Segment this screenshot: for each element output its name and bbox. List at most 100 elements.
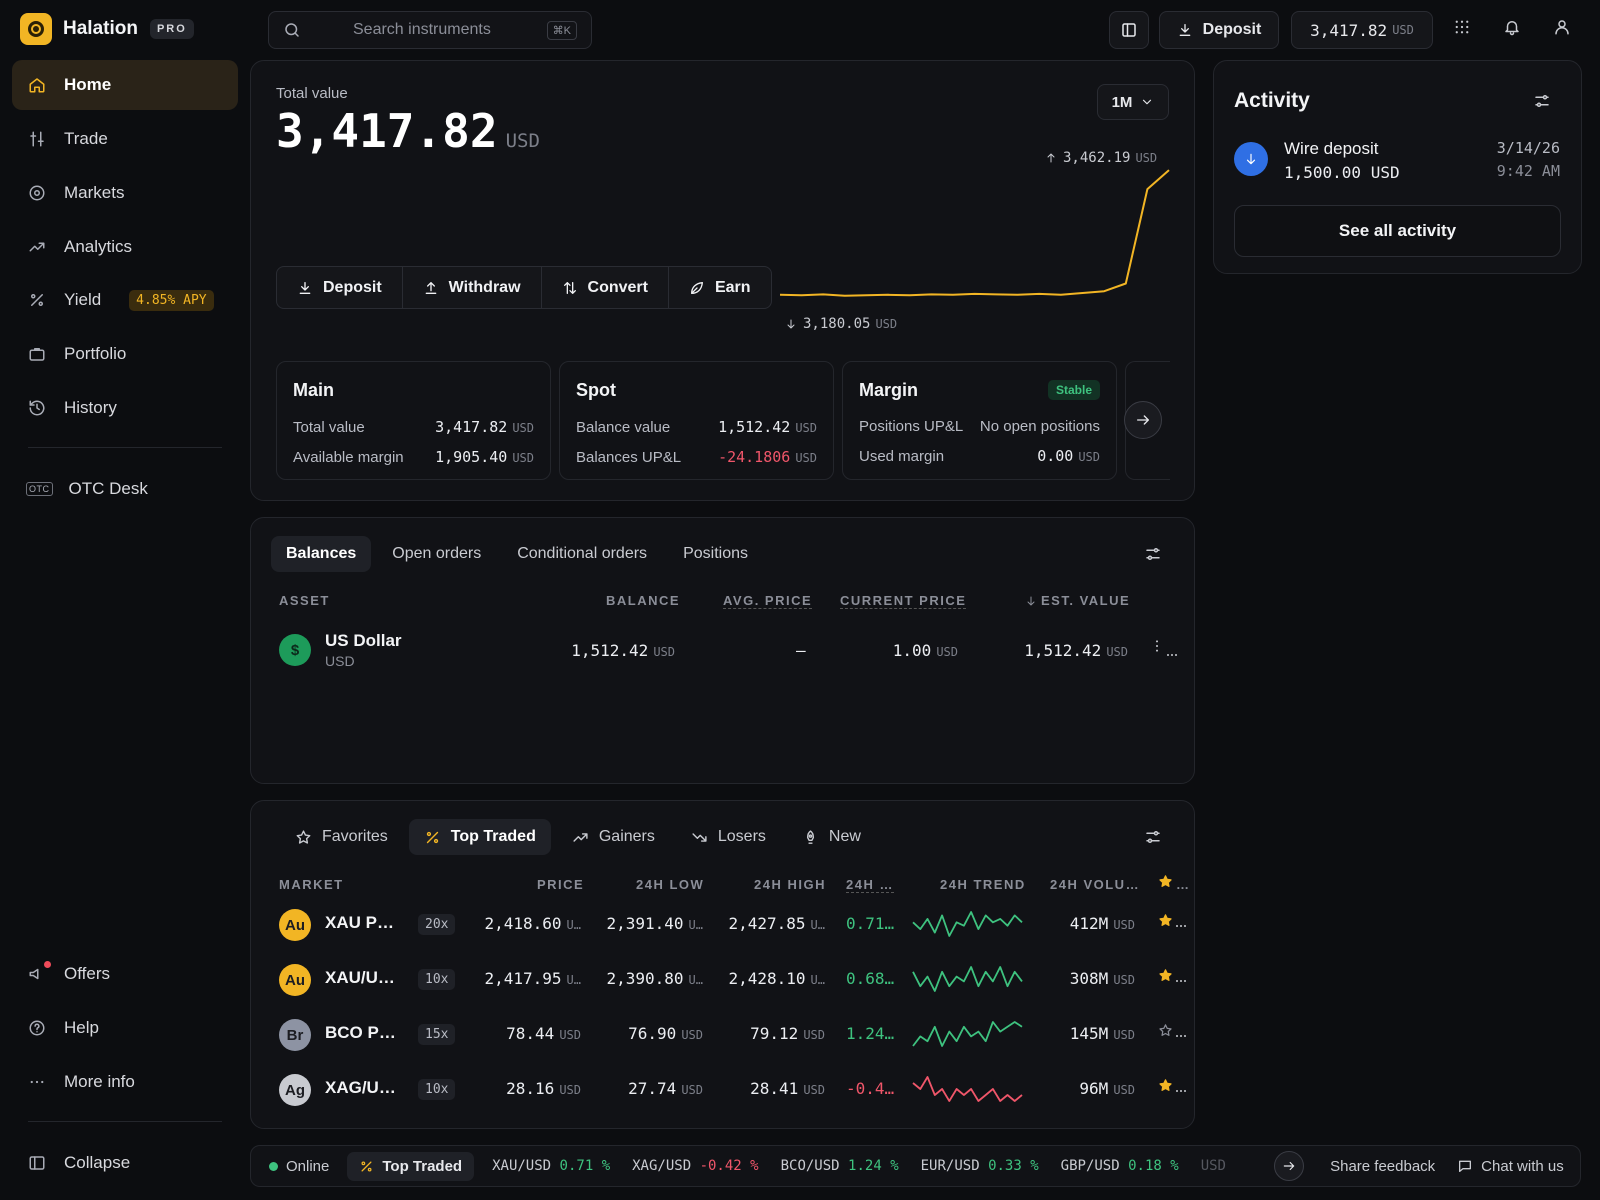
ticker-strip[interactable]: XAU/USD 0.71 % XAG/USD -0.42 % BCO/USD 1.2… <box>492 1158 1264 1174</box>
search-input[interactable] <box>353 21 543 39</box>
more-icon[interactable] <box>1175 1085 1187 1097</box>
topbar-deposit-button[interactable]: Deposit <box>1159 11 1279 49</box>
filter-settings-icon[interactable] <box>1144 545 1162 563</box>
nav-item-yield[interactable]: Yield 4.85% APY <box>12 275 238 325</box>
ticker-pair: BCO/USD <box>780 1158 840 1174</box>
col-market[interactable]: MARKET <box>279 877 344 892</box>
chart-high-label: 3,462.19 USD <box>1045 150 1157 166</box>
tab-positions[interactable]: Positions <box>683 545 748 562</box>
trend-sparkline <box>912 1021 1023 1047</box>
footer-tab-top-traded[interactable]: Top Traded <box>347 1151 475 1181</box>
current-price-amount: 1.00 <box>892 641 932 660</box>
col-price[interactable]: PRICE <box>537 877 585 892</box>
value-chart[interactable] <box>780 160 1175 310</box>
star-filled-icon[interactable] <box>1158 1078 1173 1093</box>
tab-favorites[interactable]: Favorites <box>280 819 403 855</box>
nav-item-markets[interactable]: Markets <box>12 168 238 218</box>
tab-balances[interactable]: Balances <box>271 536 372 572</box>
deposit-button[interactable]: Deposit <box>277 267 403 308</box>
tab-label: Gainers <box>598 828 655 845</box>
earn-button[interactable]: Earn <box>669 267 771 308</box>
tab-new[interactable]: New <box>787 819 876 855</box>
asset-name: US Dollar <box>325 631 402 650</box>
col-24h-low[interactable]: 24H LOW <box>636 877 705 892</box>
star-icon[interactable] <box>1158 1023 1173 1038</box>
cards-next-button[interactable] <box>1124 401 1162 439</box>
activity-settings-icon[interactable] <box>1533 92 1551 110</box>
nav-item-home[interactable]: Home <box>12 60 238 110</box>
more-icon[interactable] <box>1166 649 1178 661</box>
row-menu-icon[interactable] <box>1149 638 1165 654</box>
withdraw-button-label: Withdraw <box>448 278 521 296</box>
ticker-item[interactable]: EUR/USD 0.33 % <box>921 1158 1039 1174</box>
see-all-activity-button[interactable]: See all activity <box>1234 205 1561 257</box>
ticker-item[interactable]: XAG/USD -0.42 % <box>632 1158 758 1174</box>
col-24h-volume[interactable]: 24H VOLU… <box>1050 877 1141 892</box>
search-box[interactable]: ⌘K <box>268 11 592 49</box>
row-label: Available margin <box>293 449 404 466</box>
star-filled-icon[interactable] <box>1158 968 1173 983</box>
col-24h-trend[interactable]: 24H TREND <box>940 877 1026 892</box>
high-unit: USD <box>803 1083 825 1097</box>
convert-button[interactable]: Convert <box>542 267 669 308</box>
ticker-item[interactable]: XAU/USD 0.71 % <box>492 1158 610 1174</box>
nav-item-trade[interactable]: Trade <box>12 114 238 164</box>
star-filled-icon[interactable] <box>1158 913 1173 928</box>
account-card-main[interactable]: Main Total value 3,417.82 USD Available m… <box>276 361 551 480</box>
ticker-pair: XAU/USD <box>492 1158 552 1174</box>
tab-conditional-orders[interactable]: Conditional orders <box>517 545 648 562</box>
share-feedback-link[interactable]: Share feedback <box>1330 1157 1436 1175</box>
tab-losers[interactable]: Losers <box>676 819 781 855</box>
layout-toggle-button[interactable] <box>1109 11 1149 49</box>
nav-item-history[interactable]: History <box>12 383 238 433</box>
user-icon[interactable] <box>1553 18 1571 36</box>
ticker-item[interactable]: GBP/USD 0.18 % <box>1061 1158 1179 1174</box>
bell-icon[interactable] <box>1503 18 1521 36</box>
sidebar-collapse-icon <box>29 1156 45 1170</box>
col-balance[interactable]: BALANCE <box>606 593 681 608</box>
ticker-next-button[interactable] <box>1274 1151 1305 1181</box>
col-current-price[interactable]: CURRENT PRICE <box>840 593 967 609</box>
nav-item-analytics[interactable]: Analytics <box>12 222 238 272</box>
nav-item-more-info[interactable]: More info <box>12 1057 238 1107</box>
withdraw-button[interactable]: Withdraw <box>403 267 542 308</box>
ticker-item[interactable]: BCO/USD 1.24 % <box>781 1158 899 1174</box>
market-name: XAG/U… <box>325 1078 396 1097</box>
low-amount: 76.90 <box>628 1024 677 1043</box>
col-24h-change[interactable]: 24H … <box>846 877 894 893</box>
row-value: -24.1806 <box>718 448 791 466</box>
market-name: BCO P… <box>325 1023 396 1042</box>
tab-top-traded[interactable]: Top Traded <box>408 819 551 855</box>
online-status: Online <box>286 1157 330 1175</box>
balance-display[interactable]: 3,417.82 USD <box>1291 11 1433 49</box>
account-card-spot[interactable]: Spot Balance value 1,512.42 USD Balances … <box>559 361 834 480</box>
account-row: Balances UP&L -24.1806 USD <box>576 448 817 466</box>
range-select[interactable]: 1M <box>1097 84 1169 120</box>
more-icon[interactable] <box>1175 1030 1187 1042</box>
col-24h-high[interactable]: 24H HIGH <box>754 877 826 892</box>
nav-item-help[interactable]: Help <box>12 1003 238 1053</box>
low-unit: U… <box>688 973 703 987</box>
tab-open-orders[interactable]: Open orders <box>392 545 482 562</box>
nav-item-portfolio[interactable]: Portfolio <box>12 329 238 379</box>
filter-settings-icon[interactable] <box>1144 828 1162 846</box>
star-filled-icon[interactable] <box>1158 874 1173 889</box>
nav-item-otc-desk[interactable]: OTC OTC Desk <box>12 464 238 514</box>
nav-item-offers[interactable]: Offers <box>12 949 238 999</box>
account-card-margin[interactable]: Margin Stable Positions UP&L No open pos… <box>842 361 1117 480</box>
brand[interactable]: Halation PRO <box>20 13 194 45</box>
col-est-value-sort[interactable]: EST. VALUE <box>1025 593 1130 608</box>
col-asset[interactable]: ASSET <box>279 593 330 608</box>
chat-with-us-button[interactable]: Chat with us <box>1457 1158 1564 1175</box>
star-icon <box>296 829 311 844</box>
trend-sparkline <box>912 1076 1023 1102</box>
col-avg-price[interactable]: AVG. PRICE <box>723 593 813 609</box>
apps-grid-icon[interactable] <box>1453 18 1471 36</box>
more-icon[interactable] <box>1175 975 1187 987</box>
more-icon[interactable] <box>1175 920 1187 932</box>
leverage-badge: 10x <box>418 1079 456 1100</box>
high-amount: 28.41 <box>750 1079 799 1098</box>
row-unit: USD <box>795 451 817 465</box>
collapse-button[interactable]: Collapse <box>12 1138 238 1188</box>
tab-gainers[interactable]: Gainers <box>557 819 670 855</box>
